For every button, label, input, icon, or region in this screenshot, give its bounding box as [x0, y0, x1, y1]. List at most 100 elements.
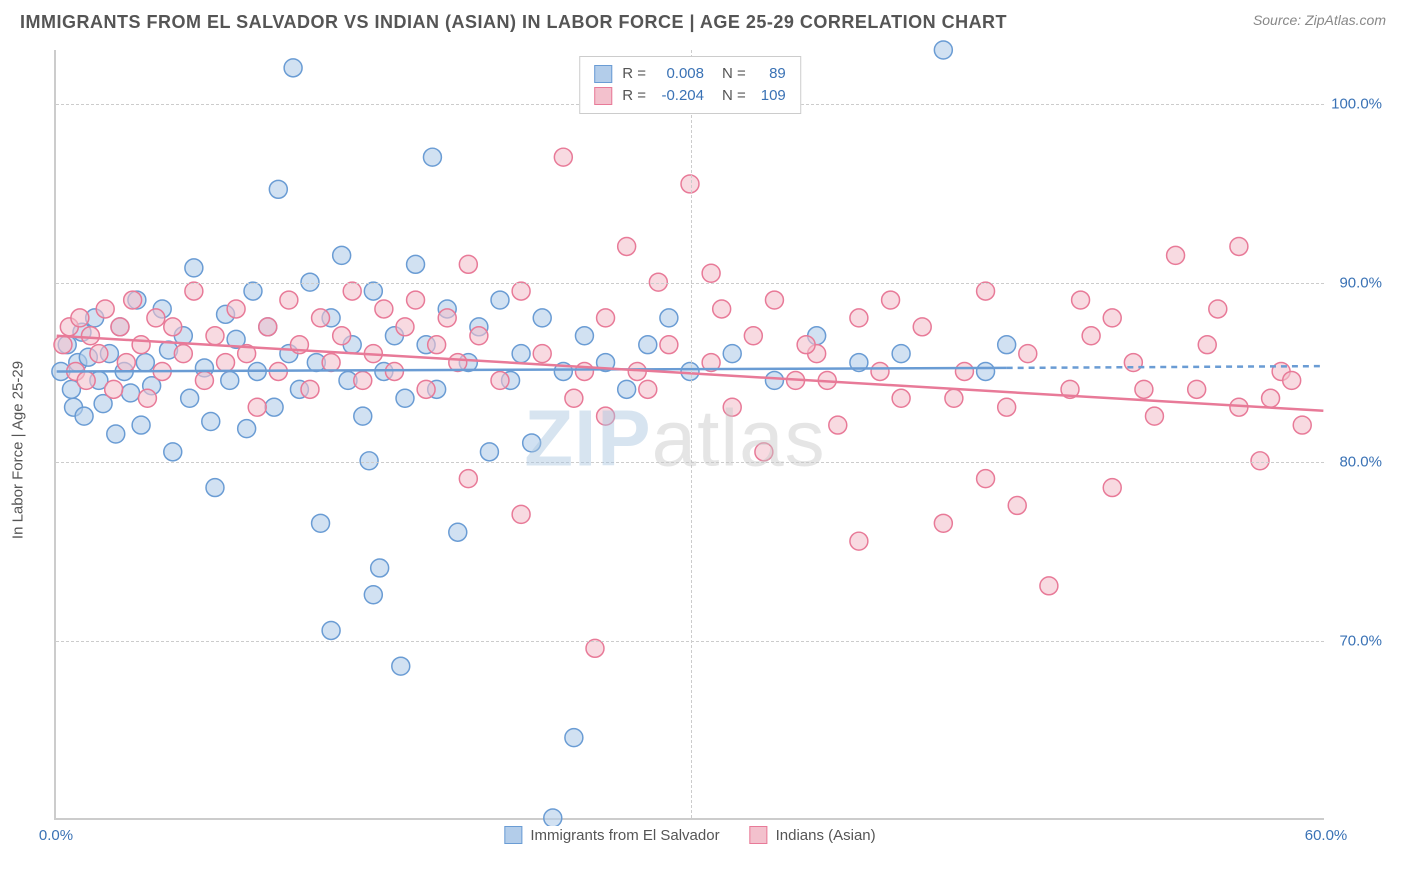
scatter-point [1283, 371, 1301, 389]
scatter-point [147, 309, 165, 327]
scatter-svg [56, 50, 1324, 818]
scatter-point [407, 255, 425, 273]
scatter-point [360, 452, 378, 470]
scatter-point [660, 336, 678, 354]
swatch-series-2 [594, 87, 612, 105]
scatter-point [1135, 380, 1153, 398]
trend-line [57, 336, 1324, 411]
scatter-point [227, 300, 245, 318]
y-tick-label: 100.0% [1331, 95, 1382, 112]
scatter-point [217, 354, 235, 372]
gridline-horizontal [56, 462, 1324, 463]
swatch-bottom-1 [504, 826, 522, 844]
source-name: ZipAtlas.com [1305, 12, 1386, 28]
scatter-point [238, 420, 256, 438]
scatter-point [221, 371, 239, 389]
scatter-point [913, 318, 931, 336]
scatter-point [533, 345, 551, 363]
scatter-point [322, 621, 340, 639]
gridline-vertical [691, 50, 692, 818]
scatter-point [354, 407, 372, 425]
scatter-point [533, 309, 551, 327]
scatter-point [122, 384, 140, 402]
scatter-point [354, 371, 372, 389]
scatter-point [174, 345, 192, 363]
scatter-point [597, 309, 615, 327]
y-tick-label: 80.0% [1339, 453, 1382, 470]
scatter-point [269, 180, 287, 198]
scatter-point [892, 345, 910, 363]
legend-label-2: Indians (Asian) [776, 827, 876, 844]
scatter-point [75, 407, 93, 425]
scatter-point [977, 363, 995, 381]
scatter-point [702, 264, 720, 282]
scatter-point [565, 389, 583, 407]
r-value-1: 0.008 [656, 63, 704, 85]
scatter-point [1040, 577, 1058, 595]
scatter-point [1008, 496, 1026, 514]
scatter-point [1188, 380, 1206, 398]
r-label-1: R = [622, 63, 646, 85]
swatch-bottom-2 [750, 826, 768, 844]
scatter-point [301, 380, 319, 398]
scatter-point [312, 514, 330, 532]
scatter-point [322, 354, 340, 372]
scatter-point [244, 282, 262, 300]
legend-row-series-2: R = -0.204 N = 109 [594, 85, 786, 107]
scatter-point [491, 291, 509, 309]
scatter-point [81, 327, 99, 345]
scatter-point [554, 148, 572, 166]
scatter-point [202, 413, 220, 431]
scatter-point [544, 809, 562, 827]
scatter-point [892, 389, 910, 407]
scatter-point [681, 175, 699, 193]
r-label-2: R = [622, 85, 646, 107]
scatter-point [1019, 345, 1037, 363]
x-tick-label: 0.0% [39, 827, 73, 844]
scatter-point [797, 336, 815, 354]
scatter-point [1145, 407, 1163, 425]
scatter-point [265, 398, 283, 416]
scatter-point [597, 407, 615, 425]
scatter-point [90, 345, 108, 363]
scatter-point [882, 291, 900, 309]
scatter-point [1103, 309, 1121, 327]
scatter-point [1103, 479, 1121, 497]
scatter-point [491, 371, 509, 389]
scatter-point [575, 363, 593, 381]
scatter-point [438, 309, 456, 327]
source-label: Source: [1253, 12, 1301, 28]
x-tick-label: 60.0% [1305, 827, 1348, 844]
scatter-point [998, 336, 1016, 354]
scatter-point [364, 282, 382, 300]
legend-row-series-1: R = 0.008 N = 89 [594, 63, 786, 85]
scatter-point [512, 282, 530, 300]
scatter-point [417, 380, 435, 398]
scatter-point [206, 327, 224, 345]
scatter-point [1082, 327, 1100, 345]
scatter-point [586, 639, 604, 657]
n-label-1: N = [722, 63, 746, 85]
scatter-point [977, 470, 995, 488]
scatter-point [111, 318, 129, 336]
scatter-point [280, 291, 298, 309]
scatter-point [765, 371, 783, 389]
scatter-point [1072, 291, 1090, 309]
source-attribution: Source: ZipAtlas.com [1253, 12, 1386, 28]
scatter-point [934, 41, 952, 59]
legend-item-1: Immigrants from El Salvador [504, 826, 719, 844]
scatter-point [343, 282, 361, 300]
scatter-point [259, 318, 277, 336]
scatter-point [829, 416, 847, 434]
scatter-point [371, 559, 389, 577]
y-tick-label: 70.0% [1339, 632, 1382, 649]
gridline-horizontal [56, 283, 1324, 284]
scatter-point [71, 309, 89, 327]
y-axis-label: In Labor Force | Age 25-29 [10, 361, 27, 539]
scatter-point [77, 371, 95, 389]
scatter-point [428, 336, 446, 354]
scatter-point [660, 309, 678, 327]
scatter-point [396, 389, 414, 407]
scatter-point [164, 318, 182, 336]
scatter-point [723, 398, 741, 416]
